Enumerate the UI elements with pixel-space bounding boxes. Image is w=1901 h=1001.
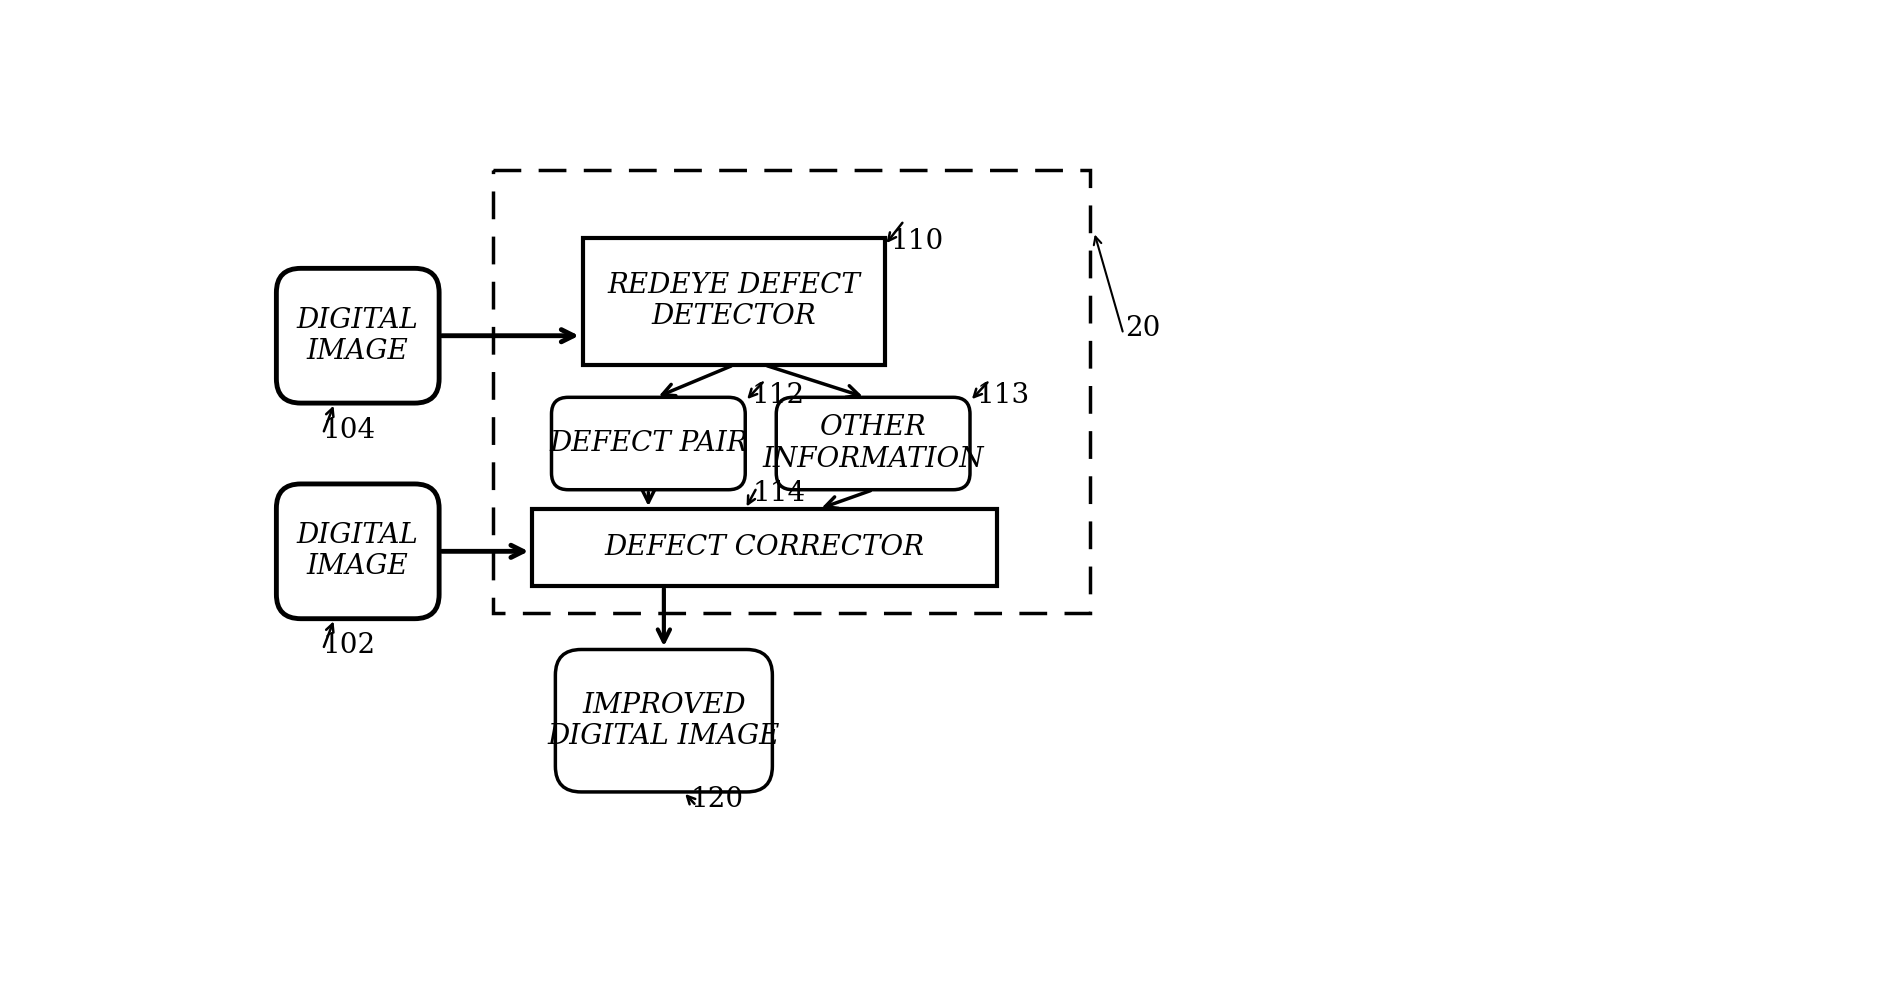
- Text: 104: 104: [323, 416, 376, 443]
- Text: DIGITAL
IMAGE: DIGITAL IMAGE: [297, 523, 418, 581]
- FancyBboxPatch shape: [555, 650, 772, 792]
- FancyBboxPatch shape: [276, 483, 439, 619]
- FancyBboxPatch shape: [551, 397, 745, 489]
- Text: REDEYE DEFECT
DETECTOR: REDEYE DEFECT DETECTOR: [606, 272, 859, 330]
- Text: 20: 20: [1125, 314, 1160, 341]
- Text: IMPROVED
DIGITAL IMAGE: IMPROVED DIGITAL IMAGE: [547, 692, 779, 750]
- FancyBboxPatch shape: [776, 397, 970, 489]
- Bar: [582, 237, 884, 364]
- Text: DEFECT PAIR: DEFECT PAIR: [549, 430, 747, 457]
- Text: OTHER
INFORMATION: OTHER INFORMATION: [762, 414, 985, 472]
- Text: 114: 114: [753, 480, 806, 508]
- Bar: [532, 509, 998, 586]
- Text: 120: 120: [690, 787, 743, 814]
- Text: DIGITAL
IMAGE: DIGITAL IMAGE: [297, 306, 418, 364]
- Text: 113: 113: [977, 382, 1028, 409]
- Text: 102: 102: [323, 633, 376, 660]
- Bar: [494, 170, 1089, 613]
- Text: 110: 110: [892, 228, 945, 255]
- FancyBboxPatch shape: [276, 268, 439, 403]
- Text: 112: 112: [751, 382, 804, 409]
- Text: DEFECT CORRECTOR: DEFECT CORRECTOR: [605, 534, 924, 561]
